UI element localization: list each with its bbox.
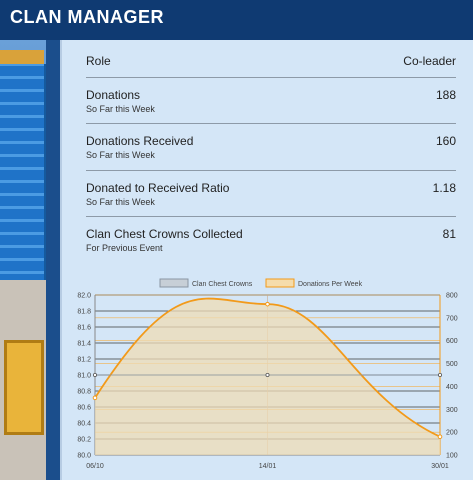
stat-sublabel: For Previous Event [86, 243, 163, 253]
stat-row-crowns: Clan Chest Crowns Collected For Previous… [86, 217, 456, 263]
x-tick-label: 06/10 [86, 463, 104, 470]
y-left-tick-label: 80.6 [77, 405, 91, 412]
y-right-tick-label: 200 [446, 430, 458, 437]
y-left-tick-label: 80.2 [77, 437, 91, 444]
y-left-tick-label: 80.4 [77, 421, 91, 428]
stat-label: Donations Received [86, 134, 194, 148]
legend-label-crowns: Clan Chest Crowns [192, 281, 253, 288]
background-window [4, 340, 44, 435]
y-left-tick-label: 81.0 [77, 373, 91, 380]
y-left-tick-label: 81.6 [77, 325, 91, 332]
stat-label: Donated to Received Ratio [86, 181, 230, 195]
x-tick-label: 30/01 [431, 463, 449, 470]
y-right-tick-label: 800 [446, 293, 458, 300]
y-left-tick-label: 81.2 [77, 357, 91, 364]
stat-label: Donations [86, 88, 141, 102]
y-right-tick-label: 400 [446, 384, 458, 391]
chart-svg: Clan Chest Crowns Donations Per Week 82.0 8… [77, 278, 458, 470]
stat-sublabel: So Far this Week [86, 150, 155, 160]
x-tick-label: 14/01 [259, 463, 277, 470]
role-row: Role Co-leader [86, 52, 456, 78]
stat-label: Clan Chest Crowns Collected [86, 227, 243, 241]
donations-chart: Clan Chest Crowns Donations Per Week 82.0 8… [60, 268, 473, 480]
y-left-tick-label: 80.0 [77, 453, 91, 460]
stat-row-donations: Donations So Far this Week 188 [86, 78, 456, 124]
stat-value: 188 [435, 88, 456, 102]
background-edge [46, 40, 60, 480]
y-right-tick-label: 500 [446, 361, 458, 368]
legend-swatch-donations [265, 278, 295, 288]
app-header: CLAN MANAGER [0, 0, 473, 40]
y-left-tick-label: 82.0 [77, 293, 91, 300]
stat-value: 1.18 [432, 181, 456, 195]
stat-row-donations-received: Donations Received So Far this Week 160 [86, 124, 456, 171]
crowns-point [265, 373, 270, 378]
donations-point [265, 301, 270, 307]
role-value: Co-leader [403, 54, 456, 68]
donations-point [437, 434, 443, 440]
y-right-tick-label: 300 [446, 407, 458, 414]
y-left-tick-label: 81.8 [77, 309, 91, 316]
stat-value: 160 [435, 134, 456, 148]
app-title: CLAN MANAGER [10, 7, 164, 27]
y-left-tick-label: 80.8 [77, 389, 91, 396]
stat-sublabel: So Far this Week [86, 104, 155, 114]
legend-label-donations: Donations Per Week [298, 281, 363, 288]
crowns-point [437, 373, 442, 378]
legend-swatch-crowns [159, 278, 189, 288]
crowns-point [93, 373, 98, 378]
y-right-tick-label: 100 [446, 453, 458, 460]
background-roof [0, 64, 48, 284]
y-right-tick-label: 600 [446, 338, 458, 345]
stat-row-ratio: Donated to Received Ratio So Far this We… [86, 171, 456, 217]
donations-point [92, 395, 98, 401]
y-right-tick-label: 700 [446, 315, 458, 322]
background-art [0, 40, 60, 480]
role-label: Role [86, 54, 111, 68]
y-left-tick-label: 81.4 [77, 341, 91, 348]
stat-value: 81 [442, 227, 456, 241]
stat-sublabel: So Far this Week [86, 197, 155, 207]
